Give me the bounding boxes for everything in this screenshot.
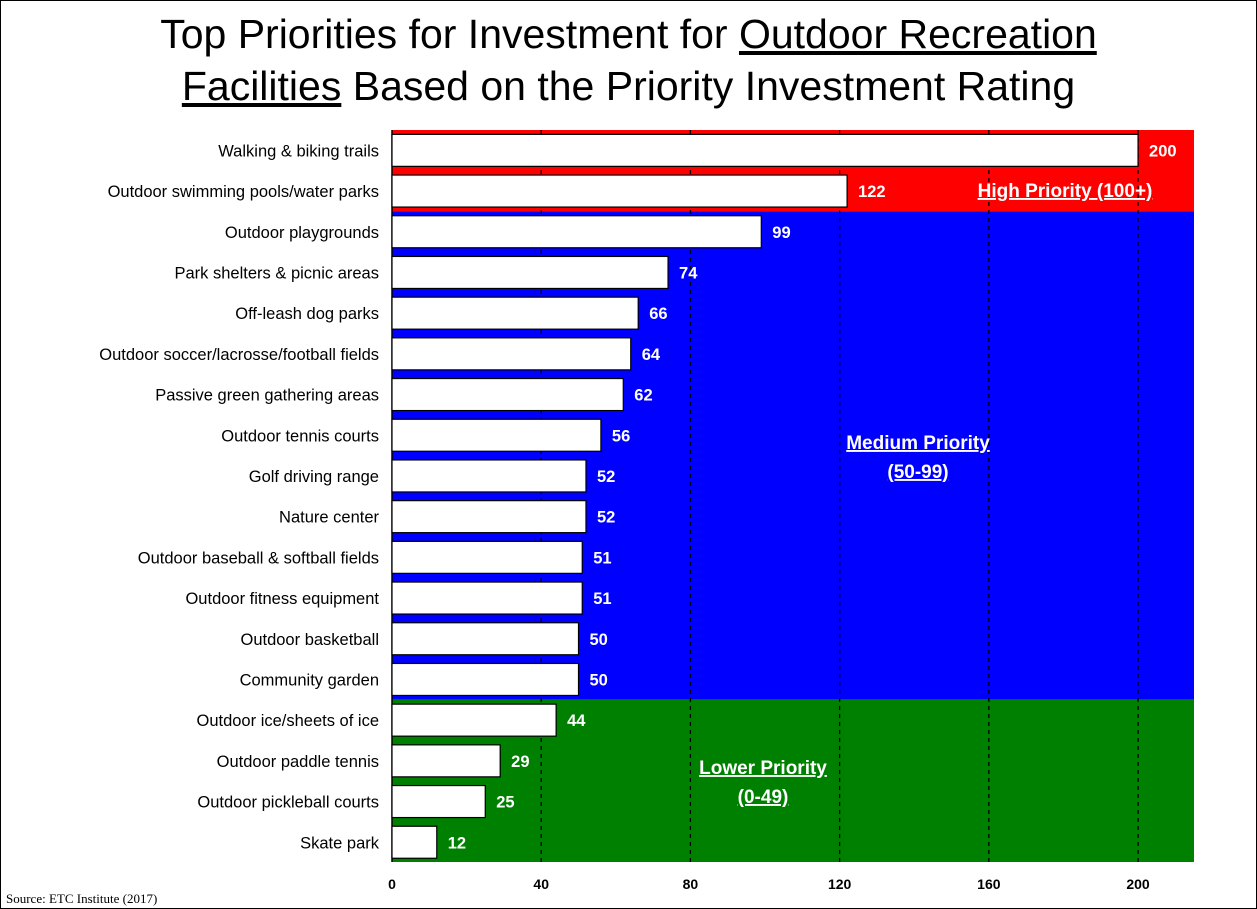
value-label-9: 52 — [597, 509, 615, 527]
zone-label-1: Medium Priority — [846, 433, 990, 454]
category-label-12: Outdoor basketball — [240, 631, 379, 649]
priority-zone-1 — [392, 211, 1194, 700]
bar-14 — [391, 703, 557, 737]
category-label-13: Community garden — [240, 671, 379, 689]
x-tick-label-0: 0 — [388, 876, 396, 892]
bar-15 — [391, 744, 501, 778]
value-label-7: 56 — [612, 427, 630, 445]
bar-3 — [391, 255, 669, 290]
value-label-2: 99 — [772, 224, 790, 242]
bar-2 — [391, 215, 762, 249]
category-label-0: Walking & biking trails — [218, 142, 379, 160]
value-label-1: 122 — [858, 183, 886, 201]
value-label-5: 64 — [642, 346, 661, 364]
value-label-10: 51 — [593, 549, 611, 567]
value-label-12: 50 — [590, 631, 608, 649]
bar-11 — [391, 581, 583, 615]
title-text-1: Top Priorities for Investment for — [160, 11, 739, 57]
category-label-11: Outdoor fitness equipment — [185, 590, 379, 608]
bar-6 — [391, 377, 624, 412]
bar-9 — [391, 500, 587, 534]
zone-sublabel-2: (0-49) — [738, 787, 789, 808]
category-label-8: Golf driving range — [249, 468, 379, 486]
category-label-17: Skate park — [300, 834, 380, 852]
zone-sublabel-1: (50-99) — [887, 462, 948, 483]
x-tick-label-40: 40 — [533, 876, 549, 892]
value-label-8: 52 — [597, 468, 615, 486]
zone-label-2: Lower Priority — [699, 758, 827, 779]
value-label-11: 51 — [593, 590, 611, 608]
bar-4 — [391, 296, 639, 330]
category-label-15: Outdoor paddle tennis — [217, 753, 379, 771]
x-tick-label-160: 160 — [977, 876, 1001, 892]
category-label-2: Outdoor playgrounds — [225, 224, 379, 242]
zone-label-0: High Priority (100+) — [978, 181, 1153, 202]
category-label-6: Passive green gathering areas — [155, 387, 379, 405]
source-note: Source: ETC Institute (2017) — [6, 891, 158, 906]
bar-5 — [391, 337, 632, 371]
category-label-4: Off-leash dog parks — [235, 305, 379, 323]
value-label-4: 66 — [649, 305, 667, 323]
title-text-2: Outdoor Recreation — [738, 11, 1097, 57]
bar-10 — [391, 540, 583, 574]
title-line-1: Top Priorities for Investment for Outdoo… — [0, 8, 1257, 60]
value-label-0: 200 — [1149, 142, 1177, 160]
x-tick-label-120: 120 — [828, 876, 852, 892]
category-label-3: Park shelters & picnic areas — [174, 264, 379, 282]
category-label-9: Nature center — [279, 509, 379, 527]
chart-title: Top Priorities for Investment for Outdoo… — [0, 8, 1257, 112]
bar-17 — [391, 825, 438, 859]
category-label-1: Outdoor swimming pools/water parks — [108, 183, 379, 201]
category-label-14: Outdoor ice/sheets of ice — [196, 712, 379, 730]
x-tick-label-80: 80 — [683, 876, 699, 892]
category-label-16: Outdoor pickleball courts — [197, 794, 379, 812]
category-label-10: Outdoor baseball & softball fields — [138, 549, 379, 567]
title-text-3: Facilities — [181, 63, 342, 109]
x-tick-label-200: 200 — [1126, 876, 1150, 892]
bar-1 — [391, 174, 848, 208]
value-label-16: 25 — [496, 794, 514, 812]
value-label-6: 62 — [634, 387, 652, 405]
bar-13 — [391, 662, 580, 697]
bar-8 — [391, 459, 587, 493]
bar-12 — [391, 622, 580, 656]
title-line-2: Facilities Based on the Priority Investm… — [0, 60, 1257, 112]
bar-16 — [391, 784, 486, 819]
title-text-4: Based on the Priority Investment Rating — [341, 63, 1076, 109]
bar-7 — [391, 418, 602, 452]
value-label-17: 12 — [448, 834, 466, 852]
category-label-5: Outdoor soccer/lacrosse/football fields — [99, 346, 379, 364]
value-label-13: 50 — [590, 671, 608, 689]
value-label-14: 44 — [567, 712, 586, 730]
value-label-15: 29 — [511, 753, 529, 771]
value-label-3: 74 — [679, 264, 698, 282]
bar-0 — [391, 133, 1139, 167]
category-label-7: Outdoor tennis courts — [221, 427, 379, 445]
